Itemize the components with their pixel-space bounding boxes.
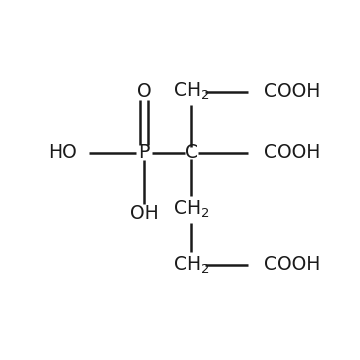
Text: HO: HO — [48, 143, 77, 162]
Text: COOH: COOH — [264, 256, 320, 274]
Text: CH$_2$: CH$_2$ — [173, 199, 210, 220]
Text: COOH: COOH — [264, 82, 320, 101]
Text: O: O — [137, 82, 151, 101]
Text: CH$_2$: CH$_2$ — [173, 81, 210, 102]
Text: OH: OH — [130, 204, 158, 223]
Text: P: P — [138, 143, 150, 162]
Text: COOH: COOH — [264, 143, 320, 162]
Text: C: C — [185, 143, 198, 162]
Text: CH$_2$: CH$_2$ — [173, 254, 210, 276]
